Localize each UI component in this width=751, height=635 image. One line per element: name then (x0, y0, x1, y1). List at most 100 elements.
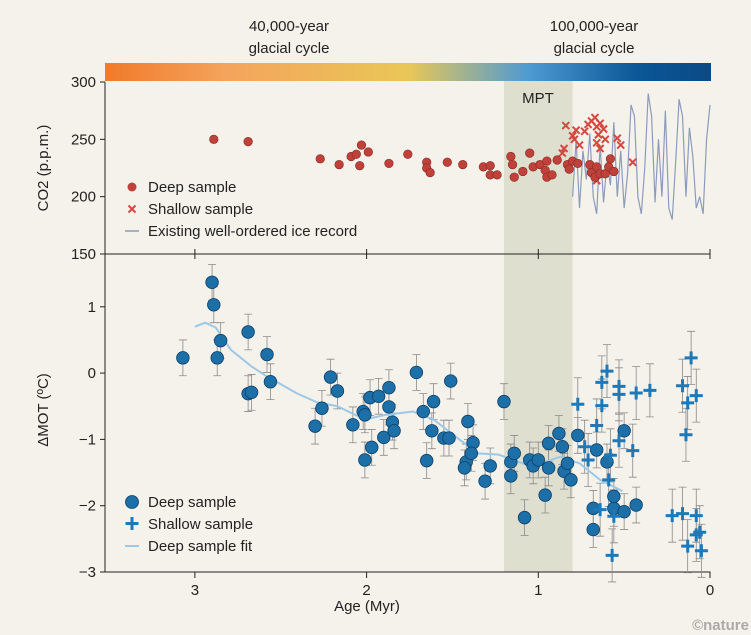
mot-deep-point (461, 414, 475, 429)
co2-shallow-point (575, 140, 584, 150)
legend-deep-marker (125, 495, 139, 509)
x-axis-label: Age (Myr) (334, 598, 400, 615)
co2-deep-point (609, 166, 619, 177)
co2-deep-point (605, 154, 616, 164)
co2-y-tick-label: 200 (71, 189, 96, 206)
mot-deep-point (205, 275, 219, 289)
legend-shallow-label: Shallow sample (148, 516, 253, 533)
mot-shallow-point (665, 509, 679, 523)
mot-shallow-point (681, 539, 695, 553)
co2-y-tick-label: 150 (71, 246, 96, 263)
x-tick-label: 2 (362, 582, 370, 599)
legend-fit-label: Deep sample fit (148, 538, 253, 555)
mot-shallow-point (603, 448, 617, 462)
legend-shallow-label: Shallow sample (148, 201, 253, 218)
mot-deep-point (457, 461, 472, 475)
mot-deep-point (607, 489, 621, 504)
mot-deep-point (382, 400, 396, 414)
mot-shallow-point (595, 375, 609, 389)
mot-deep-point (444, 374, 458, 388)
co2-deep-point (573, 158, 583, 169)
co2-deep-point (356, 140, 367, 150)
mot-shallow-point (626, 444, 640, 458)
mot-deep-point (464, 446, 479, 461)
mot-deep-point (538, 488, 552, 502)
co2-deep-point (351, 149, 361, 159)
mot-shallow-point (681, 396, 695, 410)
mot-y-tick-label: −1 (79, 431, 96, 448)
co2-deep-point (547, 170, 557, 180)
co2-deep-point (403, 149, 413, 159)
x-tick-label: 0 (706, 582, 714, 599)
co2-shallow-point (559, 144, 569, 153)
mot-deep-point (346, 418, 360, 432)
legend-shallow-marker (125, 517, 139, 530)
mot-deep-point (507, 446, 521, 461)
mot-deep-point (213, 333, 228, 348)
legend-deep-label: Deep sample (148, 494, 236, 511)
legend-deep-label: Deep sample (148, 179, 236, 196)
co2-deep-point (363, 147, 373, 157)
deep-fit-line (194, 321, 623, 493)
mot-shallow-point (643, 383, 657, 397)
mot-deep-point (552, 426, 566, 441)
mot-series (176, 263, 708, 583)
mot-shallow-point (605, 548, 619, 562)
mot-shallow-point (571, 397, 585, 411)
mot-deep-point (589, 443, 604, 457)
mot-deep-point (497, 394, 511, 409)
co2-shallow-point (595, 119, 605, 128)
mot-shallow-point (607, 509, 621, 523)
co2-deep-point (518, 166, 528, 177)
co2-deep-point (355, 161, 365, 171)
mot-deep-point (315, 401, 329, 415)
mot-shallow-point (684, 351, 698, 365)
mot-deep-point (629, 498, 643, 512)
mot-shallow-point (694, 544, 708, 558)
mot-shallow-point (578, 440, 592, 454)
co2-deep-point (315, 154, 325, 164)
mot-deep-point (176, 351, 190, 365)
co2-deep-point (458, 159, 468, 170)
co2-shallow-point (599, 124, 608, 134)
mot-deep-point (483, 459, 497, 473)
mot-shallow-point (676, 379, 690, 393)
mot-deep-point (358, 408, 372, 422)
mot-shallow-point (590, 418, 604, 432)
glacial-cycle-gradient-bar (105, 63, 711, 81)
cycle-label-100k-line1: 100,000-year (550, 18, 638, 35)
mot-deep-point (442, 431, 456, 445)
mot-shallow-point (612, 387, 626, 401)
mot-deep-point (365, 440, 379, 455)
cycle-label-40k-line2: glacial cycle (249, 40, 330, 57)
mot-deep-point (260, 347, 274, 362)
cycle-label-40k-line1: 40,000-year (249, 18, 329, 35)
co2-deep-point (334, 159, 344, 170)
mot-shallow-point (595, 399, 609, 413)
mot-shallow-point (612, 434, 626, 448)
mot-deep-point (564, 473, 578, 487)
co2-y-tick-label: 300 (71, 74, 96, 91)
mot-shallow-point (689, 509, 703, 523)
co2-shallow-point (558, 148, 567, 158)
nature-credit: ©nature (692, 617, 749, 634)
x-tick-label: 3 (191, 582, 199, 599)
top-legend: Deep sample Shallow sample Existing well… (125, 179, 357, 240)
co2-deep-point (425, 167, 435, 178)
x-tick-label: 1 (534, 582, 542, 599)
mot-shallow-point (689, 528, 703, 542)
mot-deep-point (382, 380, 396, 395)
mot-deep-point (531, 453, 546, 467)
mot-deep-point (541, 436, 556, 451)
co2-deep-point (542, 156, 552, 166)
mot-deep-point (416, 404, 430, 419)
mot-deep-point (426, 394, 441, 409)
mot-deep-point (555, 439, 570, 454)
mot-y-tick-label: −3 (79, 564, 96, 581)
mot-deep-point (617, 504, 631, 519)
mpt-label: MPT (522, 90, 554, 107)
axes: 3 2 1 0 150 200 250 300 −3 −2 −1 0 1 (71, 74, 714, 599)
cycle-label-100k-line2: glacial cycle (554, 40, 635, 57)
mot-deep-point (377, 430, 391, 445)
